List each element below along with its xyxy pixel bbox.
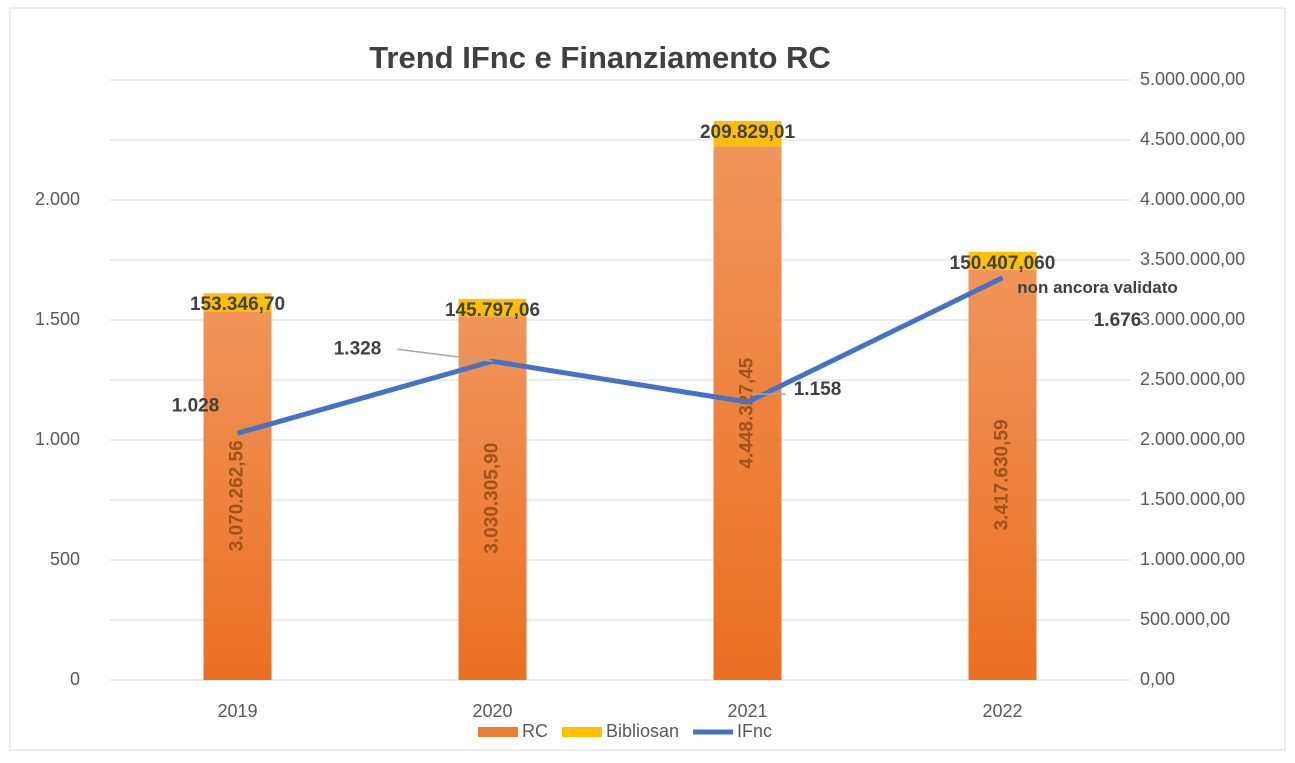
y-tick-label: 2.000	[35, 189, 80, 209]
y2-tick-label: 4.000.000,00	[1140, 189, 1245, 209]
x-tick-label: 2022	[982, 701, 1022, 721]
legend-label: IFnc	[737, 721, 772, 741]
x-tick-label: 2020	[472, 701, 512, 721]
legend-label: RC	[522, 721, 548, 741]
y2-tick-label: 5.000.000,00	[1140, 69, 1245, 89]
y2-tick-label: 3.500.000,00	[1140, 249, 1245, 269]
x-tick-label: 2019	[217, 701, 257, 721]
y2-tick-label: 0,00	[1140, 669, 1175, 689]
y2-tick-label: 2.500.000,00	[1140, 369, 1245, 389]
data-label: 153.346,70	[190, 294, 285, 315]
bar-segment	[968, 251, 1037, 270]
data-label: 1.328	[334, 338, 382, 359]
y2-tick-label: 2.000.000,00	[1140, 429, 1245, 449]
x-tick-label: 2021	[727, 701, 767, 721]
bar-segment	[713, 121, 782, 147]
y2-tick-label: 500.000,00	[1140, 609, 1230, 629]
bar-segment	[713, 146, 782, 681]
data-label: 4.448.327,45	[737, 357, 758, 468]
y-tick-label: 0	[70, 669, 80, 689]
data-label: 145.797,06	[445, 300, 540, 321]
y-tick-label: 500	[50, 549, 80, 569]
y2-tick-label: 3.000.000,00	[1140, 309, 1245, 329]
y2-tick-label: 1.500.000,00	[1140, 489, 1245, 509]
data-label: 3.070.262,56	[227, 440, 248, 551]
data-label: 3.417.630,59	[992, 419, 1013, 530]
legend-swatch	[478, 727, 518, 737]
legend-label: Bibliosan	[606, 721, 679, 741]
data-label: 209.829,01	[700, 122, 796, 143]
bar-segment	[968, 269, 1037, 680]
data-label: 150.407,060	[950, 253, 1056, 274]
bar-segment	[203, 293, 272, 312]
bar-segment	[458, 316, 527, 680]
y-tick-label: 1.000	[35, 429, 80, 449]
data-label: 3.030.305,90	[482, 443, 503, 554]
legend-swatch	[562, 727, 602, 737]
chart-title: Trend IFnc e Finanziamento RC	[369, 40, 831, 75]
data-label: 1.158	[794, 379, 842, 400]
y2-tick-label: 1.000.000,00	[1140, 549, 1245, 569]
chart-frame	[9, 7, 1286, 751]
data-label: 1.028	[172, 395, 220, 416]
leader-line	[397, 348, 493, 363]
line	[236, 275, 1004, 436]
y-tick-label: 1.500	[35, 309, 80, 329]
bar-segment	[458, 298, 527, 317]
annotation: non ancora validato	[1017, 278, 1178, 297]
bar-segment	[203, 311, 272, 680]
data-label: 1.676	[1094, 310, 1142, 331]
y2-tick-label: 4.500.000,00	[1140, 129, 1245, 149]
